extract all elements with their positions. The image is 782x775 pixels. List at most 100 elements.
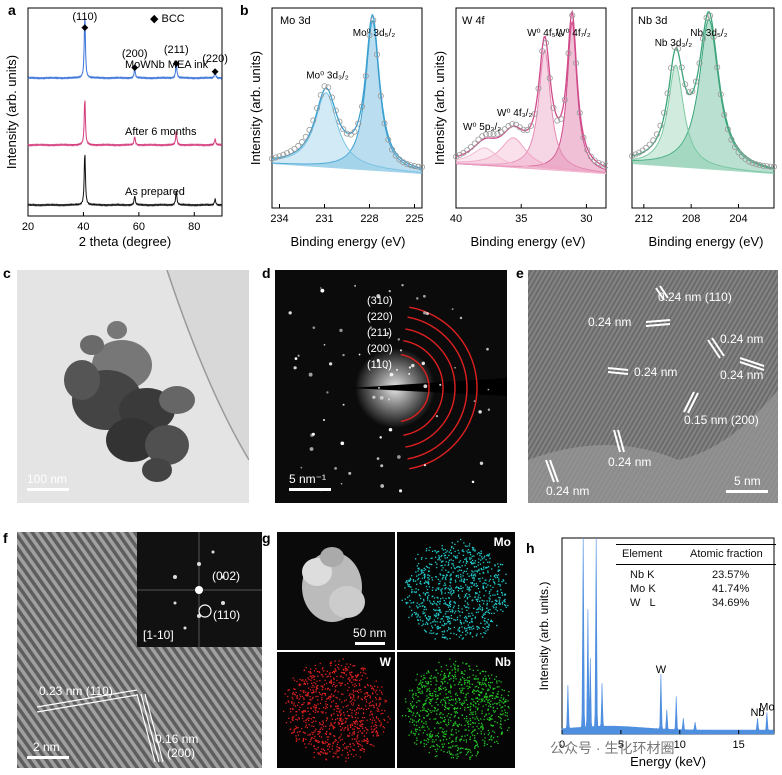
eds-signal-pixel — [351, 675, 353, 678]
eds-signal-pixel — [363, 749, 365, 751]
eds-signal-pixel — [373, 706, 375, 708]
eds-signal-pixel — [419, 582, 421, 584]
eds-signal-pixel — [447, 561, 450, 563]
eds-signal-pixel — [429, 732, 431, 735]
eds-signal-pixel — [443, 600, 445, 602]
eds-signal-pixel — [445, 702, 447, 704]
eds-signal-pixel — [478, 578, 480, 580]
eds-signal-pixel — [345, 760, 347, 762]
eds-signal-pixel — [425, 581, 427, 583]
eds-signal-pixel — [463, 578, 465, 580]
eds-signal-pixel — [480, 718, 482, 720]
eds-signal-pixel — [501, 601, 504, 603]
eds-signal-pixel — [376, 707, 378, 709]
eds-signal-pixel — [451, 698, 453, 701]
eds-signal-pixel — [457, 668, 459, 670]
saed-spot — [388, 398, 390, 401]
eds-signal-pixel — [312, 720, 315, 722]
eds-signal-pixel — [461, 626, 463, 628]
xps-data-point — [587, 153, 594, 160]
eds-signal-pixel — [475, 697, 477, 699]
eds-signal-pixel — [453, 708, 456, 710]
eds-signal-pixel — [498, 702, 500, 704]
eds-signal-pixel — [448, 551, 450, 553]
eds-signal-pixel — [507, 706, 509, 708]
eds-signal-pixel — [335, 739, 337, 742]
eds-signal-pixel — [467, 726, 470, 728]
eds-signal-pixel — [373, 689, 375, 691]
eds-signal-pixel — [360, 688, 362, 691]
eds-signal-pixel — [292, 708, 294, 711]
eds-signal-pixel — [348, 715, 351, 717]
eds-signal-pixel — [448, 554, 450, 557]
eds-signal-pixel — [462, 549, 464, 551]
eds-signal-pixel — [447, 592, 450, 594]
eds-signal-pixel — [508, 727, 510, 729]
eds-signal-pixel — [454, 698, 457, 700]
eds-signal-pixel — [473, 701, 475, 703]
eds-signal-pixel — [349, 724, 352, 726]
eds-signal-pixel — [423, 569, 425, 572]
eds-signal-pixel — [347, 727, 349, 729]
eds-signal-pixel — [492, 724, 494, 727]
eds-signal-pixel — [485, 559, 487, 561]
eds-signal-pixel — [328, 743, 330, 745]
eds-signal-pixel — [460, 751, 462, 753]
eds-signal-pixel — [435, 691, 437, 693]
eds-signal-pixel — [485, 566, 487, 569]
eds-signal-pixel — [441, 545, 443, 547]
eds-signal-pixel — [497, 693, 499, 695]
eds-signal-pixel — [457, 748, 460, 750]
eds-signal-pixel — [335, 689, 337, 691]
eds-signal-pixel — [444, 613, 447, 615]
xps-data-point — [557, 116, 564, 123]
eds-signal-pixel — [455, 587, 457, 589]
eds-signal-pixel — [348, 735, 350, 737]
eds-signal-pixel — [469, 668, 471, 670]
eds-signal-pixel — [444, 622, 446, 625]
eds-signal-pixel — [460, 747, 462, 749]
eds-signal-pixel — [493, 581, 496, 584]
eds-signal-pixel — [425, 580, 427, 582]
eds-signal-pixel — [441, 591, 443, 593]
eds-signal-pixel — [491, 724, 493, 727]
eds-signal-pixel — [440, 666, 442, 668]
eds-signal-pixel — [450, 632, 452, 634]
hrtem-scale-bar — [726, 490, 768, 493]
eds-signal-pixel — [423, 674, 425, 676]
eds-signal-pixel — [450, 582, 452, 584]
eds-signal-pixel — [485, 630, 487, 632]
eds-signal-pixel — [353, 665, 356, 667]
eds-signal-pixel — [466, 682, 469, 684]
eds-signal-pixel — [415, 692, 417, 695]
edx-peak-label: Mo — [759, 701, 774, 713]
eds-signal-pixel — [494, 741, 496, 743]
eds-signal-pixel — [371, 713, 373, 715]
eds-signal-pixel — [367, 684, 369, 687]
eds-signal-pixel — [412, 579, 414, 581]
eds-signal-pixel — [445, 733, 447, 735]
eds-signal-pixel — [322, 722, 324, 724]
eds-signal-pixel — [468, 665, 471, 667]
eds-signal-pixel — [492, 725, 494, 727]
eds-signal-pixel — [448, 597, 450, 599]
eds-signal-pixel — [426, 672, 428, 674]
eds-signal-pixel — [424, 630, 427, 632]
eds-signal-pixel — [292, 691, 294, 694]
eds-signal-pixel — [424, 677, 426, 679]
eds-signal-pixel — [497, 569, 499, 571]
eds-signal-pixel — [449, 737, 451, 739]
eds-signal-pixel — [498, 680, 500, 682]
saed-spot — [340, 482, 343, 485]
xps-peak-annotation: Nb 3d₅/₂ — [690, 28, 727, 39]
xps-data-point — [643, 144, 650, 151]
eds-signal-pixel — [319, 722, 321, 724]
eds-signal-pixel — [459, 698, 461, 700]
eds-signal-pixel — [311, 677, 313, 679]
eds-signal-pixel — [375, 727, 377, 729]
eds-signal-pixel — [319, 723, 321, 725]
eds-signal-pixel — [303, 711, 305, 713]
eds-signal-pixel — [318, 691, 320, 694]
xps-data-point — [685, 89, 692, 96]
eds-signal-pixel — [475, 706, 477, 708]
